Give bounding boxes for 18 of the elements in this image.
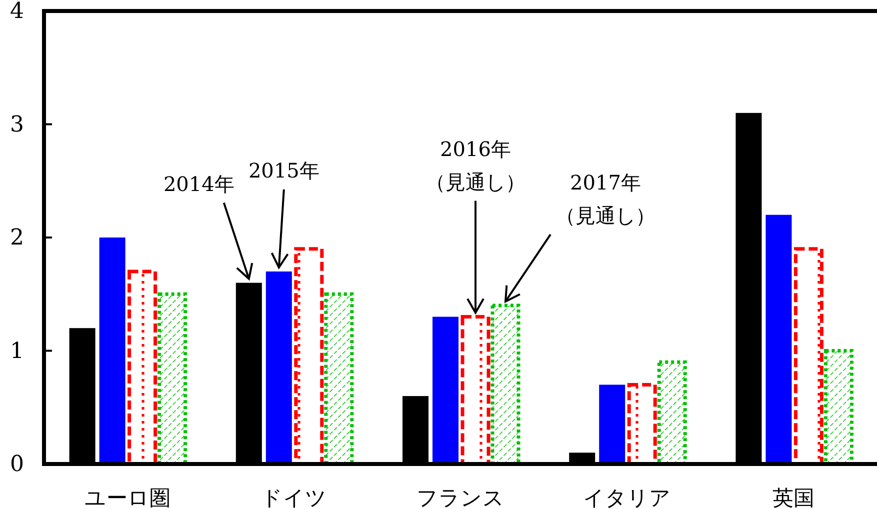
bar [766, 214, 792, 464]
bar [266, 271, 292, 464]
y-tick-label: 3 [10, 112, 24, 138]
y-tick-label: 2 [10, 226, 24, 250]
text: 2014年 [163, 172, 234, 196]
x-tick-label: フランス [416, 486, 504, 509]
x-tick-label: ユーロ圏 [84, 486, 170, 509]
bar [432, 316, 458, 464]
x-tick-label: ドイツ [260, 486, 327, 509]
y-tick-label: 0 [10, 452, 24, 477]
text: 2015年 [248, 158, 320, 182]
x-tick-label: 英国 [772, 486, 815, 509]
bar [99, 238, 126, 464]
text: 2017年（見通し） [556, 170, 656, 228]
text: 2016年（見通し） [426, 136, 526, 194]
x-tick-label: イタリア [583, 486, 672, 509]
y-tick-label: 4 [10, 0, 24, 24]
y-tick-label: 1 [10, 338, 24, 364]
